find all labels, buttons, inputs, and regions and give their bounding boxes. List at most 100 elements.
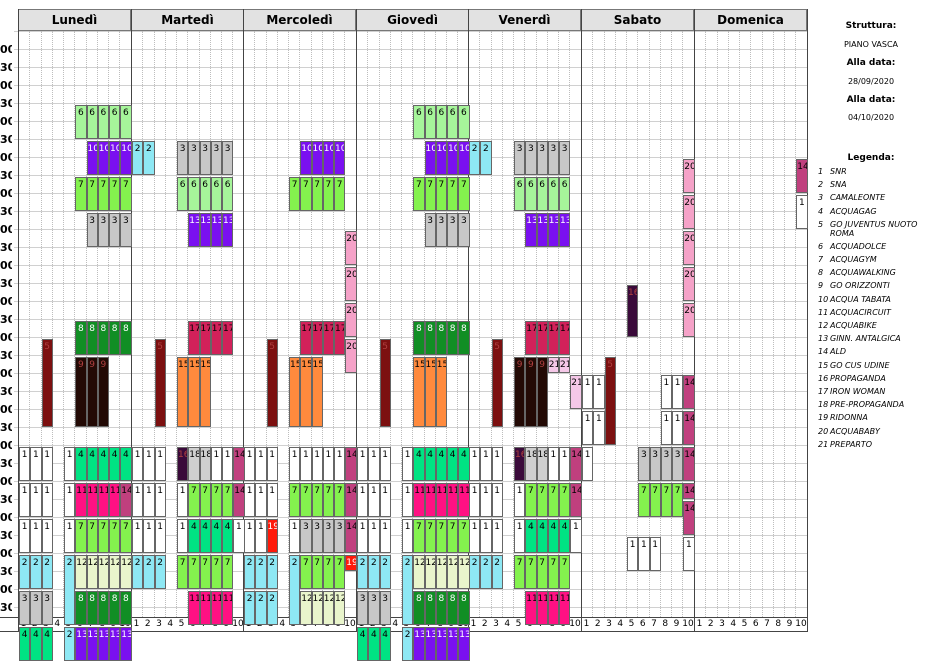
activity-block-6[interactable]: 6 [514, 177, 526, 211]
activity-block-7[interactable]: 7 [547, 483, 559, 517]
activity-block-4[interactable]: 4 [19, 627, 31, 661]
activity-block-1[interactable]: 1 [177, 519, 189, 553]
activity-block-2[interactable]: 2 [244, 591, 256, 625]
activity-block-9[interactable]: 9 [86, 357, 98, 427]
activity-block-21[interactable]: 21 [559, 357, 571, 373]
activity-block-7[interactable]: 7 [413, 177, 425, 211]
activity-block-20[interactable]: 20 [683, 303, 695, 337]
activity-block-14[interactable]: 14 [345, 483, 357, 517]
activity-block-15[interactable]: 15 [289, 357, 301, 427]
activity-block-3[interactable]: 3 [447, 213, 459, 247]
activity-block-1[interactable]: 1 [210, 447, 222, 481]
activity-block-18[interactable]: 18 [525, 447, 537, 481]
activity-block-1[interactable]: 1 [660, 375, 672, 409]
activity-block-1[interactable]: 1 [593, 411, 605, 445]
activity-block-7[interactable]: 7 [638, 483, 650, 517]
activity-block-2[interactable]: 2 [19, 555, 31, 589]
activity-block-19[interactable]: 19 [266, 519, 278, 553]
activity-block-8[interactable]: 8 [97, 321, 109, 355]
activity-block-13[interactable]: 13 [435, 627, 447, 661]
activity-block-1[interactable]: 1 [266, 447, 278, 481]
activity-block-1[interactable]: 1 [491, 483, 503, 517]
activity-block-14[interactable]: 14 [683, 411, 695, 445]
activity-block-1[interactable]: 1 [289, 519, 301, 553]
activity-block-6[interactable]: 6 [86, 105, 98, 139]
activity-block-13[interactable]: 13 [97, 627, 109, 661]
activity-block-2[interactable]: 2 [255, 591, 267, 625]
activity-block-4[interactable]: 4 [447, 447, 459, 481]
activity-block-2[interactable]: 2 [357, 555, 369, 589]
activity-block-1[interactable]: 1 [19, 483, 31, 517]
activity-block-15[interactable]: 15 [188, 357, 200, 427]
activity-block-7[interactable]: 7 [311, 555, 323, 589]
activity-block-1[interactable]: 1 [357, 483, 369, 517]
activity-block-1[interactable]: 1 [244, 519, 256, 553]
activity-block-15[interactable]: 15 [177, 357, 189, 427]
activity-block-7[interactable]: 7 [210, 555, 222, 589]
activity-block-6[interactable]: 6 [447, 105, 459, 139]
activity-block-20[interactable]: 20 [345, 303, 357, 337]
activity-block-4[interactable]: 4 [525, 519, 537, 553]
activity-block-7[interactable]: 7 [447, 177, 459, 211]
activity-block-1[interactable]: 1 [19, 447, 31, 481]
activity-block-7[interactable]: 7 [97, 519, 109, 553]
activity-block-13[interactable]: 13 [199, 213, 211, 247]
activity-block-1[interactable]: 1 [379, 447, 391, 481]
activity-block-19[interactable]: 19 [345, 555, 357, 571]
activity-block-7[interactable]: 7 [177, 555, 189, 589]
activity-block-13[interactable]: 13 [86, 627, 98, 661]
activity-block-7[interactable]: 7 [424, 177, 436, 211]
activity-block-1[interactable]: 1 [469, 483, 481, 517]
activity-block-7[interactable]: 7 [435, 519, 447, 553]
activity-block-7[interactable]: 7 [458, 177, 470, 211]
activity-block-1[interactable]: 1 [672, 375, 684, 409]
activity-block-2[interactable]: 2 [289, 555, 301, 625]
activity-block-7[interactable]: 7 [109, 519, 121, 553]
activity-block-1[interactable]: 1 [368, 483, 380, 517]
activity-block-11[interactable]: 11 [458, 483, 470, 517]
activity-block-11[interactable]: 11 [199, 591, 211, 625]
activity-block-8[interactable]: 8 [447, 321, 459, 355]
activity-block-3[interactable]: 3 [547, 141, 559, 175]
activity-block-6[interactable]: 6 [210, 177, 222, 211]
activity-block-13[interactable]: 13 [458, 627, 470, 661]
activity-block-10[interactable]: 10 [334, 141, 346, 175]
activity-block-1[interactable]: 1 [402, 447, 414, 481]
activity-block-9[interactable]: 9 [75, 357, 87, 427]
activity-block-11[interactable]: 11 [222, 591, 234, 625]
activity-block-5[interactable]: 5 [379, 339, 391, 427]
activity-block-20[interactable]: 20 [683, 195, 695, 229]
activity-block-6[interactable]: 6 [547, 177, 559, 211]
activity-block-3[interactable]: 3 [638, 447, 650, 481]
activity-block-7[interactable]: 7 [447, 519, 459, 553]
activity-block-17[interactable]: 17 [222, 321, 234, 355]
activity-block-3[interactable]: 3 [357, 591, 369, 625]
activity-block-7[interactable]: 7 [120, 177, 132, 211]
activity-block-3[interactable]: 3 [368, 591, 380, 625]
activity-block-5[interactable]: 5 [154, 339, 166, 427]
activity-block-4[interactable]: 4 [357, 627, 369, 661]
activity-block-7[interactable]: 7 [222, 555, 234, 589]
activity-block-6[interactable]: 6 [75, 105, 87, 139]
activity-block-14[interactable]: 14 [683, 483, 695, 499]
activity-block-11[interactable]: 11 [413, 483, 425, 517]
activity-block-15[interactable]: 15 [413, 357, 425, 427]
activity-block-4[interactable]: 4 [86, 447, 98, 481]
activity-block-12[interactable]: 12 [334, 591, 346, 625]
activity-block-2[interactable]: 2 [64, 627, 76, 661]
activity-block-2[interactable]: 2 [132, 141, 144, 175]
activity-block-11[interactable]: 11 [86, 483, 98, 517]
activity-block-7[interactable]: 7 [559, 483, 571, 517]
activity-block-17[interactable]: 17 [559, 321, 571, 355]
activity-block-1[interactable]: 1 [30, 447, 42, 481]
activity-block-11[interactable]: 11 [210, 591, 222, 625]
activity-block-10[interactable]: 10 [447, 141, 459, 175]
activity-block-1[interactable]: 1 [402, 519, 414, 553]
activity-block-6[interactable]: 6 [536, 177, 548, 211]
activity-block-1[interactable]: 1 [480, 447, 492, 481]
activity-block-16[interactable]: 16 [177, 447, 189, 481]
activity-block-1[interactable]: 1 [379, 483, 391, 517]
activity-block-1[interactable]: 1 [41, 519, 53, 553]
activity-block-1[interactable]: 1 [368, 519, 380, 553]
activity-block-7[interactable]: 7 [75, 177, 87, 211]
